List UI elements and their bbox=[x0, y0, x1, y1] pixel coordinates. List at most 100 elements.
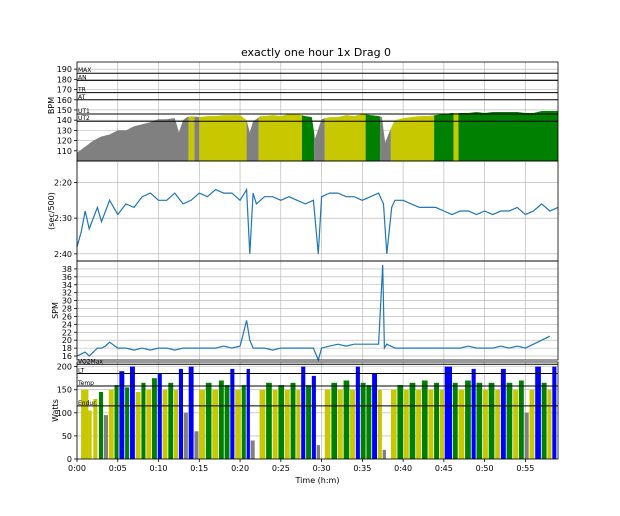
hr-area-yellow bbox=[188, 116, 195, 161]
y-axis-label: Watts bbox=[51, 399, 60, 422]
power-bar-yellow bbox=[284, 389, 290, 459]
power-bar-blue bbox=[246, 368, 250, 459]
power-zone-label: LT bbox=[78, 368, 85, 375]
y-tick-label: 26 bbox=[62, 312, 72, 321]
power-bar-blue bbox=[471, 368, 476, 459]
power-bar-gray bbox=[316, 445, 320, 459]
power-bar-green bbox=[224, 385, 230, 459]
power-bar-yellow bbox=[324, 389, 331, 459]
hr-area-gray bbox=[77, 116, 189, 161]
y-tick-label: 20 bbox=[62, 336, 72, 345]
power-bar-yellow bbox=[212, 389, 218, 459]
y-tick-label: 150 bbox=[57, 106, 72, 115]
power-bar-blue bbox=[178, 368, 183, 459]
power-bar-yellow bbox=[428, 389, 434, 459]
power-bar-blue bbox=[157, 373, 162, 459]
y-tick-label: 24 bbox=[62, 320, 72, 329]
hr-area-gray bbox=[246, 117, 259, 161]
power-bar-green bbox=[278, 385, 285, 459]
power-bar-yellow bbox=[416, 389, 421, 459]
power-bar-green bbox=[488, 382, 495, 459]
x-tick-label: 0:20 bbox=[231, 464, 249, 473]
hr-area-green bbox=[434, 113, 454, 161]
power-bar-green bbox=[476, 382, 483, 459]
x-tick-label: 0:10 bbox=[150, 464, 168, 473]
x-tick-label: 0:25 bbox=[272, 464, 290, 473]
power-bar-yellow bbox=[390, 389, 397, 459]
y-tick-label: 34 bbox=[62, 281, 72, 290]
y-tick-label: 28 bbox=[62, 305, 72, 314]
power-bar-green bbox=[360, 382, 366, 459]
power-zone-label: Endur. bbox=[78, 400, 97, 407]
power-bar-green bbox=[218, 380, 224, 459]
power-bar-green bbox=[290, 382, 296, 459]
y-tick-label: 32 bbox=[62, 289, 72, 298]
power-bar-green bbox=[152, 378, 157, 459]
power-bar-green bbox=[168, 382, 174, 459]
hr-zone-label: UT1 bbox=[78, 108, 90, 115]
hr-zone-label: UT2 bbox=[78, 115, 90, 122]
power-bar-blue bbox=[188, 366, 194, 459]
y-tick-label: 0 bbox=[67, 455, 72, 464]
hr-zone-label: MAX bbox=[78, 67, 91, 74]
power-bar-green bbox=[125, 387, 130, 459]
power-bar-blue bbox=[500, 368, 506, 459]
power-bar-green bbox=[409, 382, 416, 459]
power-bar-yellow bbox=[108, 389, 114, 459]
power-bar-green bbox=[241, 385, 246, 459]
panel-frame bbox=[76, 260, 559, 361]
hr-zone-label: TR bbox=[77, 87, 86, 94]
hr-area-yellow bbox=[258, 114, 303, 161]
power-bar-yellow bbox=[547, 389, 552, 459]
hr-area-green bbox=[302, 115, 315, 161]
y-tick-label: 140 bbox=[57, 116, 72, 125]
hr-area-yellow bbox=[453, 113, 459, 161]
y-tick-label: 18 bbox=[62, 344, 72, 353]
y-tick-label: 150 bbox=[57, 386, 72, 395]
hr-area-gray bbox=[194, 116, 200, 161]
power-bar-blue bbox=[355, 366, 360, 459]
power-bar-yellow bbox=[88, 410, 92, 459]
y-tick-label: 2:20 bbox=[54, 178, 72, 187]
power-bar-blue bbox=[301, 366, 306, 459]
y-tick-label: 170 bbox=[57, 86, 72, 95]
x-axis-label: Time (h:m) bbox=[295, 476, 340, 485]
hr-area-yellow bbox=[324, 114, 366, 161]
power-bar-yellow bbox=[81, 389, 89, 459]
power-bar-green bbox=[99, 392, 104, 459]
power-bar-yellow bbox=[337, 389, 343, 459]
power-bar-blue bbox=[311, 375, 316, 459]
hr-zone-label: AT bbox=[78, 94, 86, 101]
power-bar-gray bbox=[194, 431, 199, 459]
x-tick-label: 0:30 bbox=[313, 464, 331, 473]
pace-line bbox=[76, 187, 559, 254]
power-bar-blue bbox=[535, 366, 541, 459]
power-bar-green bbox=[465, 380, 471, 459]
power-bar-green bbox=[205, 382, 212, 459]
power-bar-yellow bbox=[495, 389, 501, 459]
y-tick-label: 38 bbox=[62, 265, 72, 274]
power-bar-green bbox=[421, 380, 428, 459]
power-bar-yellow bbox=[529, 389, 535, 459]
power-bar-green bbox=[343, 380, 350, 459]
power-bar-green bbox=[452, 382, 458, 459]
power-bar-yellow bbox=[174, 389, 179, 459]
y-tick-label: 200 bbox=[57, 363, 72, 372]
y-tick-label: 30 bbox=[62, 297, 72, 306]
power-bar-gray bbox=[250, 440, 255, 459]
power-bar-yellow bbox=[350, 389, 355, 459]
y-axis-label: (sec/500) bbox=[47, 192, 56, 230]
hr-zone-label: AN bbox=[78, 74, 87, 81]
power-bar-yellow bbox=[259, 389, 266, 459]
y-tick-label: 2:40 bbox=[54, 250, 72, 259]
hr-area-gray bbox=[314, 118, 325, 161]
power-bar-green bbox=[541, 382, 547, 459]
power-bar-green bbox=[114, 385, 119, 459]
y-tick-label: 190 bbox=[57, 65, 72, 74]
power-bar-green bbox=[306, 385, 311, 459]
panel-frame bbox=[76, 361, 559, 460]
power-bar-gray bbox=[382, 449, 386, 459]
